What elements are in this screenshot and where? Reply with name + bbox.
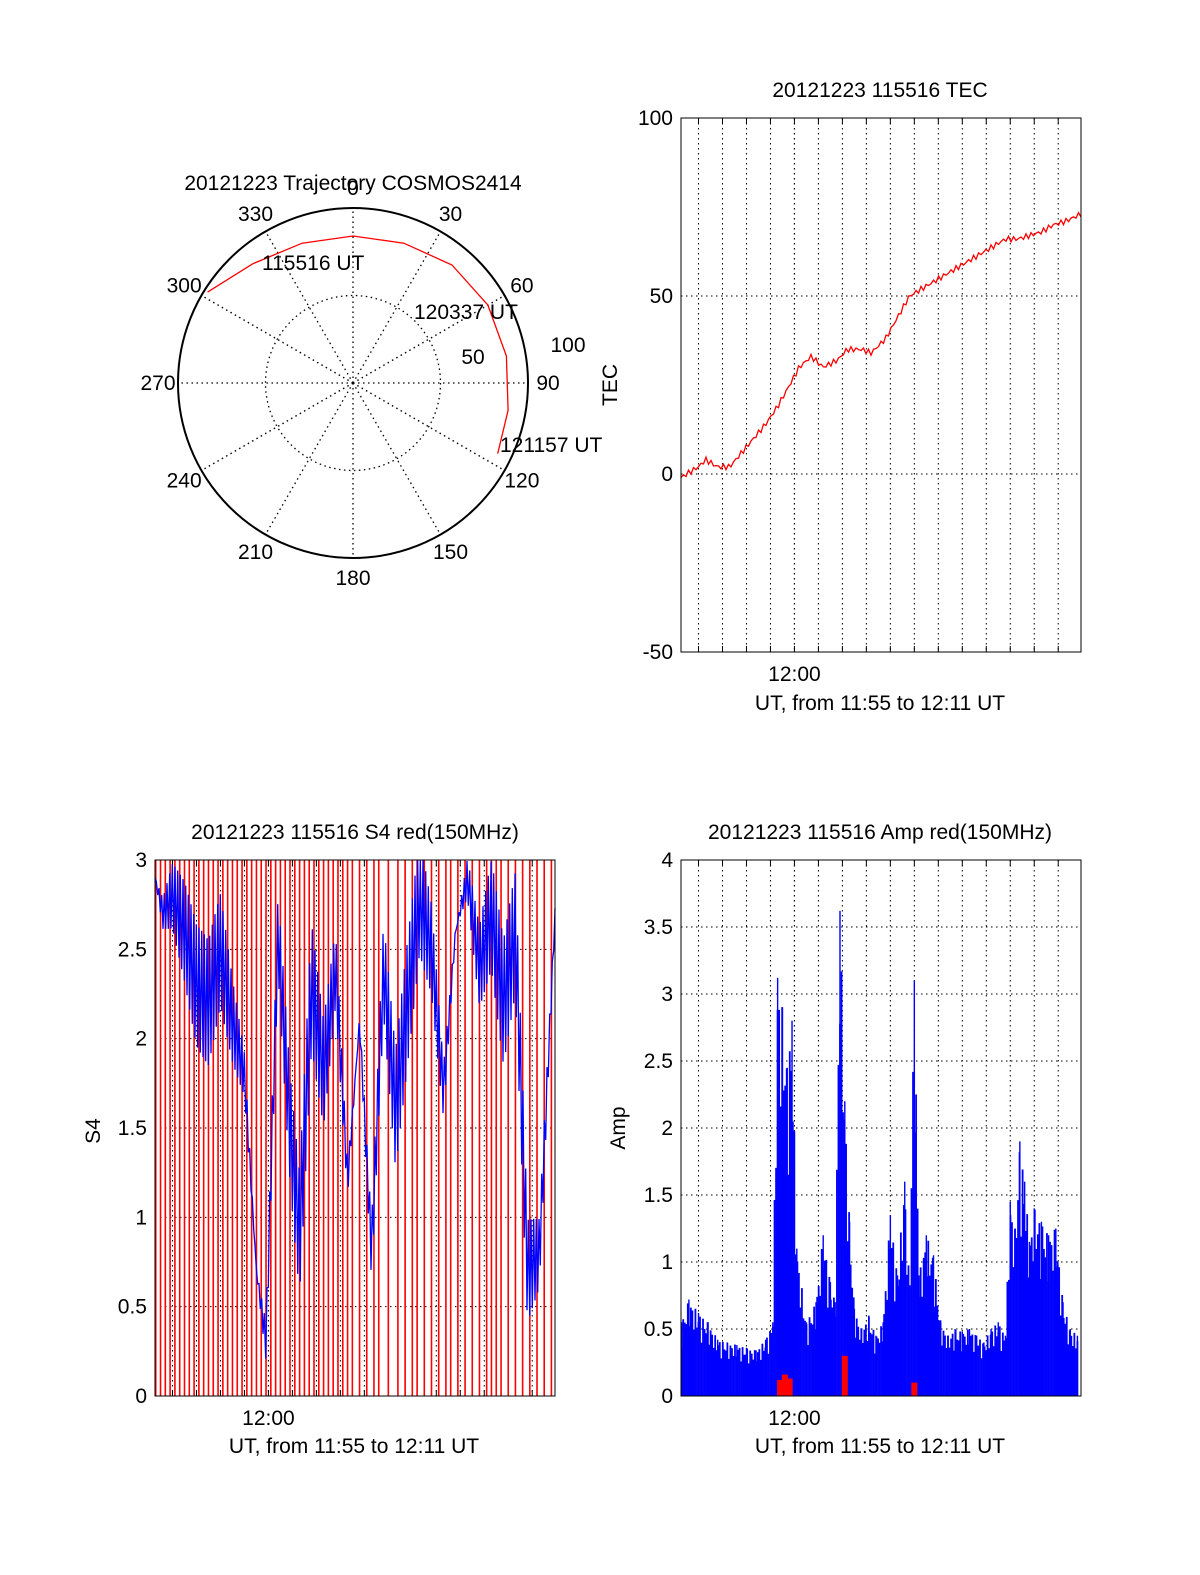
polar-outer-ring	[177, 207, 529, 559]
trajectory-mid-label: 120337 UT	[414, 301, 518, 324]
y-tick-label: 0.5	[644, 1318, 673, 1341]
x-tick-label: 12:00	[768, 1407, 821, 1430]
polar-ring-50	[264, 294, 442, 472]
s4-blue-series-line	[154, 859, 556, 1359]
polar-angle-label: 180	[335, 567, 370, 590]
polar-angle-labels: 0 30 60 90 120 150 180 210 240 270 300 330	[140, 177, 559, 590]
y-tick-label: 100	[638, 107, 673, 130]
s4-ylabel: S4	[82, 1118, 105, 1144]
tec-chart: 20121223 115516 TEC -50 0 50 100 12:00 UT, f…	[599, 79, 1082, 715]
x-tick-label: 12:00	[242, 1407, 295, 1430]
s4-chart: 20121223 115516 S4 red(150MHz) 0 0.5 1 1.5 2…	[82, 821, 556, 1458]
satellite-trajectory-line	[207, 235, 509, 454]
tec-xlabel: UT, from 11:55 to 12:11 UT	[755, 692, 1005, 715]
polar-grid	[178, 208, 528, 558]
amp-red-bar	[786, 1378, 793, 1396]
s4-frame	[154, 859, 556, 1397]
y-tick-label: 0	[135, 1385, 147, 1408]
y-tick-label: 1	[661, 1251, 673, 1274]
amp-chart: 20121223 115516 Amp red(150MHz) 0 0.5 1 1.5…	[607, 821, 1082, 1458]
y-tick-label: 50	[650, 285, 673, 308]
polar-angle-label: 240	[167, 470, 202, 493]
polar-spoke	[352, 382, 505, 472]
s4-tick-labels: 0 0.5 1 1.5 2 2.5 3 12:00	[118, 849, 295, 1430]
tec-series-line	[680, 211, 1082, 479]
polar-spoke	[352, 294, 505, 384]
polar-spoke	[201, 294, 354, 384]
s4-xlabel: UT, from 11:55 to 12:11 UT	[229, 1435, 479, 1458]
y-tick-label: 1.5	[644, 1184, 673, 1207]
polar-angle-label: 30	[439, 203, 462, 226]
y-tick-label: 1	[135, 1206, 147, 1229]
y-tick-label: 2	[135, 1028, 147, 1051]
amp-ylabel: Amp	[607, 1106, 630, 1149]
y-tick-label: -50	[643, 641, 673, 664]
y-tick-label: 4	[661, 849, 673, 872]
amp-red-bar	[777, 1379, 784, 1396]
amp-red-bar	[781, 1374, 788, 1396]
amp-xlabel: UT, from 11:55 to 12:11 UT	[755, 1435, 1005, 1458]
polar-radial-labels: 50 100	[461, 334, 585, 369]
y-tick-label: 3	[661, 983, 673, 1006]
amp-tick-labels: 0 0.5 1 1.5 2 2.5 3 3.5 4 12:00	[644, 849, 821, 1430]
amp-red-series	[777, 1355, 918, 1396]
y-tick-label: 3	[135, 849, 147, 872]
amp-blue-series	[680, 910, 1079, 1396]
polar-spoke	[264, 231, 354, 384]
y-tick-label: 0	[661, 463, 673, 486]
polar-angle-label: 150	[433, 541, 468, 564]
y-tick-label: 0.5	[118, 1296, 147, 1319]
polar-angle-label: 330	[238, 203, 273, 226]
y-tick-label: 2.5	[118, 938, 147, 961]
y-tick-label: 2.5	[644, 1050, 673, 1073]
amp-red-bar	[911, 1382, 918, 1396]
amp-title: 20121223 115516 Amp red(150MHz)	[708, 821, 1052, 844]
polar-angle-label: 120	[504, 470, 539, 493]
trajectory-start-label: 115516 UT	[262, 252, 365, 275]
tec-tick-labels: -50 0 50 100 12:00	[638, 107, 821, 686]
polar-angle-label: 300	[167, 275, 202, 298]
polar-spoke	[352, 231, 442, 384]
y-tick-label: 1.5	[118, 1117, 147, 1140]
polar-trajectory-chart: 20121223 Trajectory COSMOS2414 0 30 60 90 12…	[140, 172, 602, 590]
polar-radial-label: 100	[550, 334, 585, 357]
amp-red-bar	[841, 1355, 848, 1396]
y-tick-label: 0	[661, 1385, 673, 1408]
s4-title: 20121223 115516 S4 red(150MHz)	[191, 821, 519, 844]
polar-angle-label: 210	[238, 541, 273, 564]
tec-grid	[681, 117, 1081, 653]
polar-spoke	[352, 382, 442, 535]
tec-frame	[680, 117, 1082, 653]
polar-spoke	[264, 382, 354, 535]
polar-angle-label: 270	[140, 372, 175, 395]
y-tick-label: 3.5	[644, 916, 673, 939]
polar-angle-label: 60	[510, 275, 533, 298]
trajectory-end-label: 121157 UT	[500, 434, 603, 457]
x-tick-label: 12:00	[768, 663, 821, 686]
polar-angle-label: 0	[347, 177, 359, 200]
amp-frame	[680, 859, 1082, 1397]
y-tick-label: 2	[661, 1117, 673, 1140]
polar-title: 20121223 Trajectory COSMOS2414	[184, 172, 522, 195]
polar-radial-label: 50	[461, 346, 484, 369]
tec-title: 20121223 115516 TEC	[772, 79, 987, 102]
tec-ylabel: TEC	[599, 364, 622, 406]
polar-angle-label: 90	[536, 372, 559, 395]
polar-spoke	[201, 382, 354, 472]
